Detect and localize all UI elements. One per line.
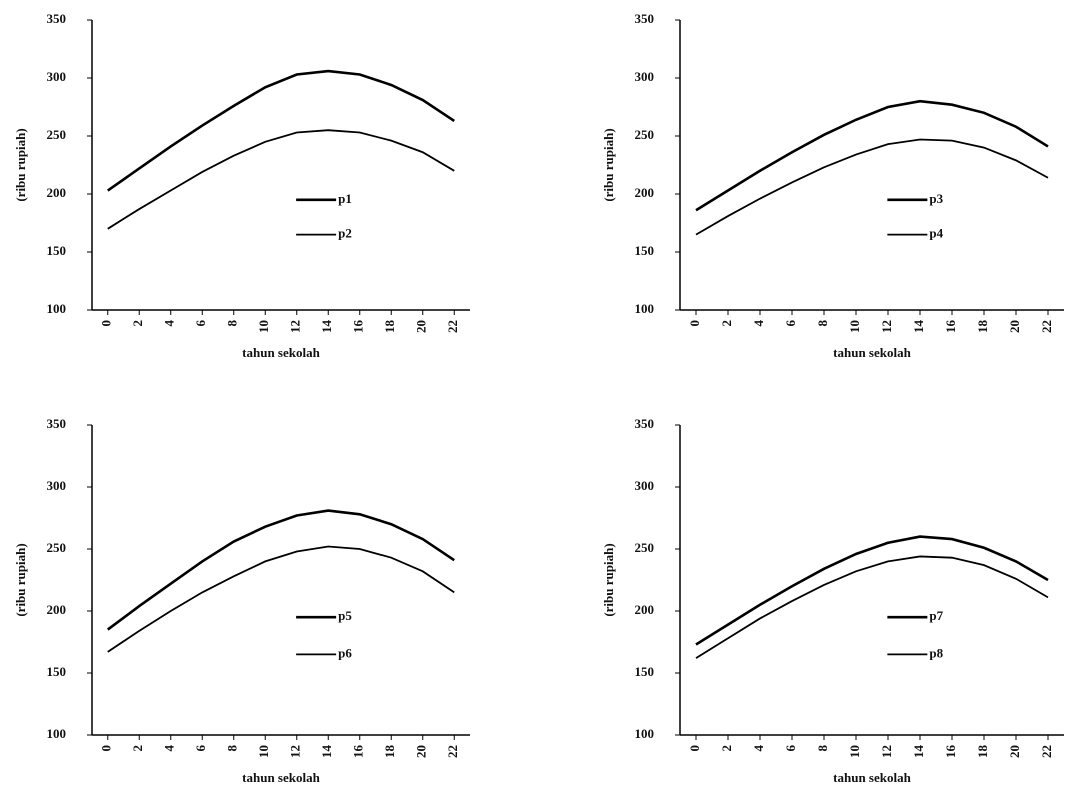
x-tick-label: 4 [751, 320, 766, 327]
series-line [696, 139, 1048, 234]
y-tick-label: 100 [47, 301, 67, 316]
y-axis-label: (ribu rupiah) [601, 128, 616, 201]
x-tick-label: 12 [879, 320, 894, 333]
y-tick-label: 200 [635, 185, 655, 200]
y-tick-label: 300 [47, 69, 67, 84]
series-line [108, 130, 455, 229]
x-tick-label: 20 [414, 745, 429, 758]
x-tick-label: 18 [975, 320, 990, 334]
x-axis-label: tahun sekolah [833, 770, 911, 785]
x-tick-label: 18 [382, 745, 397, 759]
x-tick-label: 8 [225, 745, 240, 752]
x-tick-label: 14 [911, 745, 926, 759]
y-tick-label: 150 [47, 243, 67, 258]
x-tick-label: 16 [351, 320, 366, 334]
x-tick-label: 20 [1007, 745, 1022, 758]
series-line [696, 537, 1048, 645]
legend-label: p4 [929, 226, 943, 241]
y-axis-label: (ribu rupiah) [13, 543, 28, 616]
y-tick-label: 350 [635, 11, 655, 26]
x-tick-label: 12 [288, 320, 303, 333]
series-line [108, 511, 455, 630]
x-tick-label: 14 [319, 745, 334, 759]
y-axis-label: (ribu rupiah) [601, 543, 616, 616]
x-tick-label: 4 [751, 745, 766, 752]
x-tick-label: 10 [847, 745, 862, 758]
x-tick-label: 0 [687, 745, 702, 752]
y-tick-label: 250 [635, 540, 655, 555]
x-tick-label: 14 [319, 320, 334, 334]
x-tick-label: 20 [1007, 320, 1022, 333]
y-tick-label: 200 [635, 602, 655, 617]
x-tick-label: 2 [719, 320, 734, 327]
figure: 1001502002503003500246810121416182022tah… [0, 0, 1070, 788]
legend-label: p7 [929, 608, 943, 623]
x-tick-label: 10 [256, 745, 271, 758]
y-tick-label: 100 [635, 301, 655, 316]
x-tick-label: 2 [130, 320, 145, 327]
y-tick-label: 300 [47, 478, 67, 493]
x-tick-label: 8 [225, 320, 240, 327]
x-tick-label: 4 [162, 745, 177, 752]
y-tick-label: 150 [635, 664, 655, 679]
y-tick-label: 350 [47, 416, 67, 431]
x-tick-label: 2 [130, 745, 145, 752]
legend-label: p5 [338, 608, 352, 623]
y-tick-label: 300 [635, 69, 655, 84]
series-line [696, 556, 1048, 658]
x-tick-label: 22 [445, 320, 460, 333]
x-tick-label: 4 [162, 320, 177, 327]
x-tick-label: 6 [193, 320, 208, 327]
series-line [696, 101, 1048, 210]
x-tick-label: 22 [445, 745, 460, 758]
legend-label: p6 [338, 645, 352, 660]
y-tick-label: 250 [47, 540, 67, 555]
x-tick-label: 0 [99, 745, 114, 752]
x-tick-label: 10 [256, 320, 271, 333]
x-tick-label: 20 [414, 320, 429, 333]
y-tick-label: 100 [47, 726, 67, 741]
x-tick-label: 10 [847, 320, 862, 333]
x-tick-label: 2 [719, 745, 734, 752]
y-tick-label: 100 [635, 726, 655, 741]
x-tick-label: 8 [815, 745, 830, 752]
y-tick-label: 200 [47, 602, 67, 617]
x-tick-label: 12 [288, 745, 303, 758]
x-tick-label: 6 [783, 320, 798, 327]
legend-label: p8 [929, 645, 943, 660]
x-tick-label: 16 [351, 745, 366, 759]
x-axis-label: tahun sekolah [833, 345, 911, 360]
x-tick-label: 14 [911, 320, 926, 334]
x-tick-label: 16 [943, 320, 958, 334]
x-tick-label: 18 [975, 745, 990, 759]
x-tick-label: 22 [1039, 745, 1054, 758]
y-tick-label: 250 [635, 127, 655, 142]
y-tick-label: 150 [635, 243, 655, 258]
x-tick-label: 0 [687, 320, 702, 327]
x-axis-label: tahun sekolah [242, 345, 320, 360]
y-tick-label: 350 [635, 416, 655, 431]
y-tick-label: 300 [635, 478, 655, 493]
y-tick-label: 350 [47, 11, 67, 26]
series-line [108, 547, 455, 652]
x-tick-label: 12 [879, 745, 894, 758]
y-tick-label: 250 [47, 127, 67, 142]
x-axis-label: tahun sekolah [242, 770, 320, 785]
legend-label: p2 [338, 226, 352, 241]
x-tick-label: 18 [382, 320, 397, 334]
legend-label: p1 [338, 191, 352, 206]
x-tick-label: 6 [783, 745, 798, 752]
y-tick-label: 200 [47, 185, 67, 200]
x-tick-label: 0 [99, 320, 114, 327]
x-tick-label: 22 [1039, 320, 1054, 333]
x-tick-label: 16 [943, 745, 958, 759]
y-tick-label: 150 [47, 664, 67, 679]
legend-label: p3 [929, 191, 943, 206]
x-tick-label: 8 [815, 320, 830, 327]
y-axis-label: (ribu rupiah) [13, 128, 28, 201]
x-tick-label: 6 [193, 745, 208, 752]
series-line [108, 71, 455, 190]
